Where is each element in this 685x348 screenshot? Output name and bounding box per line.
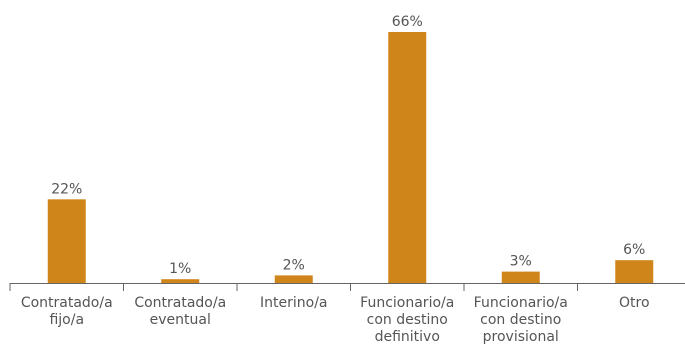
category-label-4: Funcionario/a con destino provisional <box>474 295 568 345</box>
category-label-2: Interino/a <box>260 295 327 311</box>
value-label-0: 22% <box>51 181 82 197</box>
category-label-4-line-2: provisional <box>483 329 559 345</box>
bars-group <box>47 32 654 283</box>
bar-5 <box>615 260 654 283</box>
category-label-0: Contratado/a fijo/a <box>21 295 113 328</box>
category-label-2-line-0: Interino/a <box>260 295 327 311</box>
category-label-3-line-0: Funcionario/a <box>360 295 454 311</box>
value-label-4: 3% <box>510 254 532 270</box>
category-label-4-line-0: Funcionario/a <box>474 295 568 311</box>
bar-3 <box>388 32 427 283</box>
category-label-1-line-1: eventual <box>150 312 211 328</box>
category-label-4-line-1: con destino <box>480 312 561 328</box>
category-label-1-line-0: Contratado/a <box>134 295 226 311</box>
value-label-3: 66% <box>392 14 423 30</box>
bar-0 <box>47 199 86 283</box>
value-labels-group: 22% 1% 2% 66% 3% 6% <box>51 14 645 277</box>
bar-1 <box>161 279 200 283</box>
value-label-5: 6% <box>623 242 645 258</box>
category-label-5: Otro <box>619 295 650 311</box>
category-label-3: Funcionario/a con destino definitivo <box>360 295 454 345</box>
x-axis <box>9 283 685 291</box>
category-label-3-line-2: definitivo <box>375 329 440 345</box>
value-label-1: 1% <box>169 261 191 277</box>
category-label-0-line-0: Contratado/a <box>21 295 113 311</box>
category-label-0-line-1: fijo/a <box>49 312 84 328</box>
bar-4 <box>501 271 540 283</box>
category-label-1: Contratado/a eventual <box>134 295 226 328</box>
value-label-2: 2% <box>283 257 305 273</box>
category-label-3-line-1: con destino <box>367 312 448 328</box>
category-label-5-line-0: Otro <box>619 295 650 311</box>
bar-2 <box>274 275 313 283</box>
